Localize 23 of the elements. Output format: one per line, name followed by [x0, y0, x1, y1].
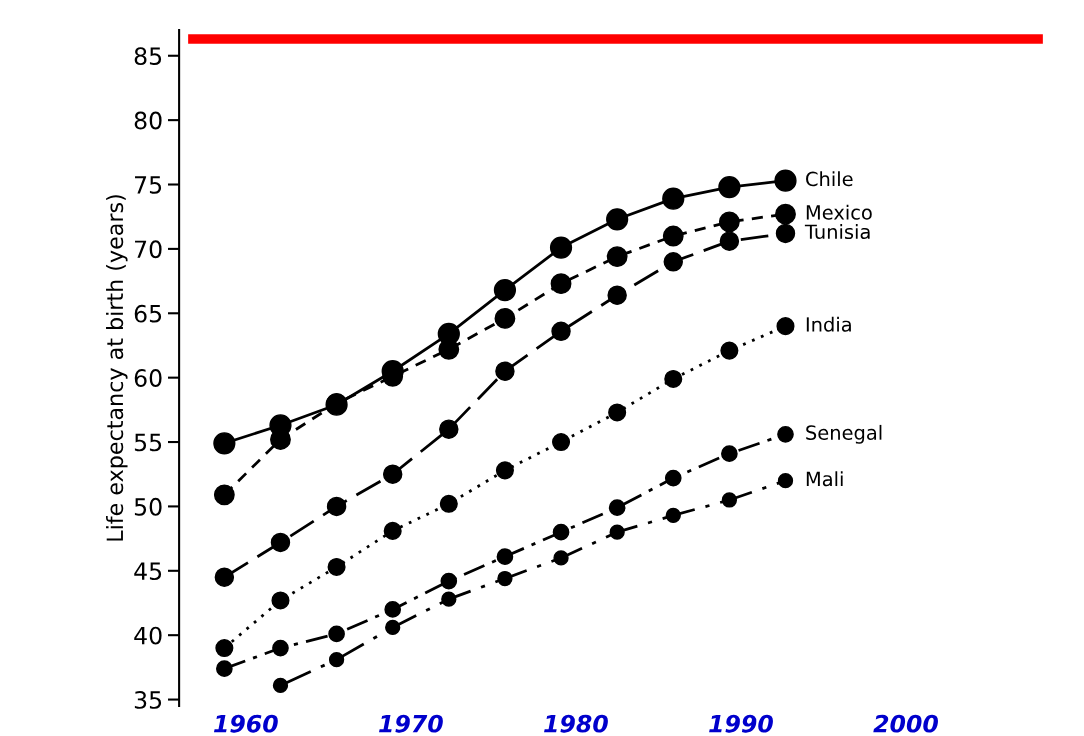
series-label: India — [806, 316, 851, 332]
series-label: Senegal — [806, 424, 882, 444]
y-tick-label: 75 — [135, 176, 162, 194]
y-tick-label: 70 — [135, 240, 162, 259]
y-tick-label: 65 — [134, 304, 162, 323]
y-tick-label: 45 — [134, 562, 162, 581]
x-tick-label: 1980 — [544, 714, 608, 733]
y-tick-label: 35 — [134, 691, 162, 709]
y-tick-label: 60 — [134, 369, 162, 387]
x-tick-label: 1990 — [709, 714, 773, 733]
y-tick-label: 40 — [134, 626, 162, 645]
y-tick-label: 50 — [134, 497, 162, 516]
x-tick-label: 2000 — [873, 714, 938, 733]
y-tick-label: 85 — [134, 47, 162, 66]
y-axis-title: Life expectancy at birth (years) — [106, 195, 128, 541]
y-tick-label: 80 — [134, 111, 162, 130]
series-label: Tunisia — [804, 224, 870, 240]
series-label: Mali — [806, 471, 843, 487]
y-tick-label: 55 — [134, 433, 162, 452]
x-tick-label: 1960 — [213, 714, 278, 733]
x-tick-label: 1970 — [379, 714, 443, 733]
series-label: Mexico — [806, 204, 872, 220]
series-label: Chile — [806, 171, 853, 187]
